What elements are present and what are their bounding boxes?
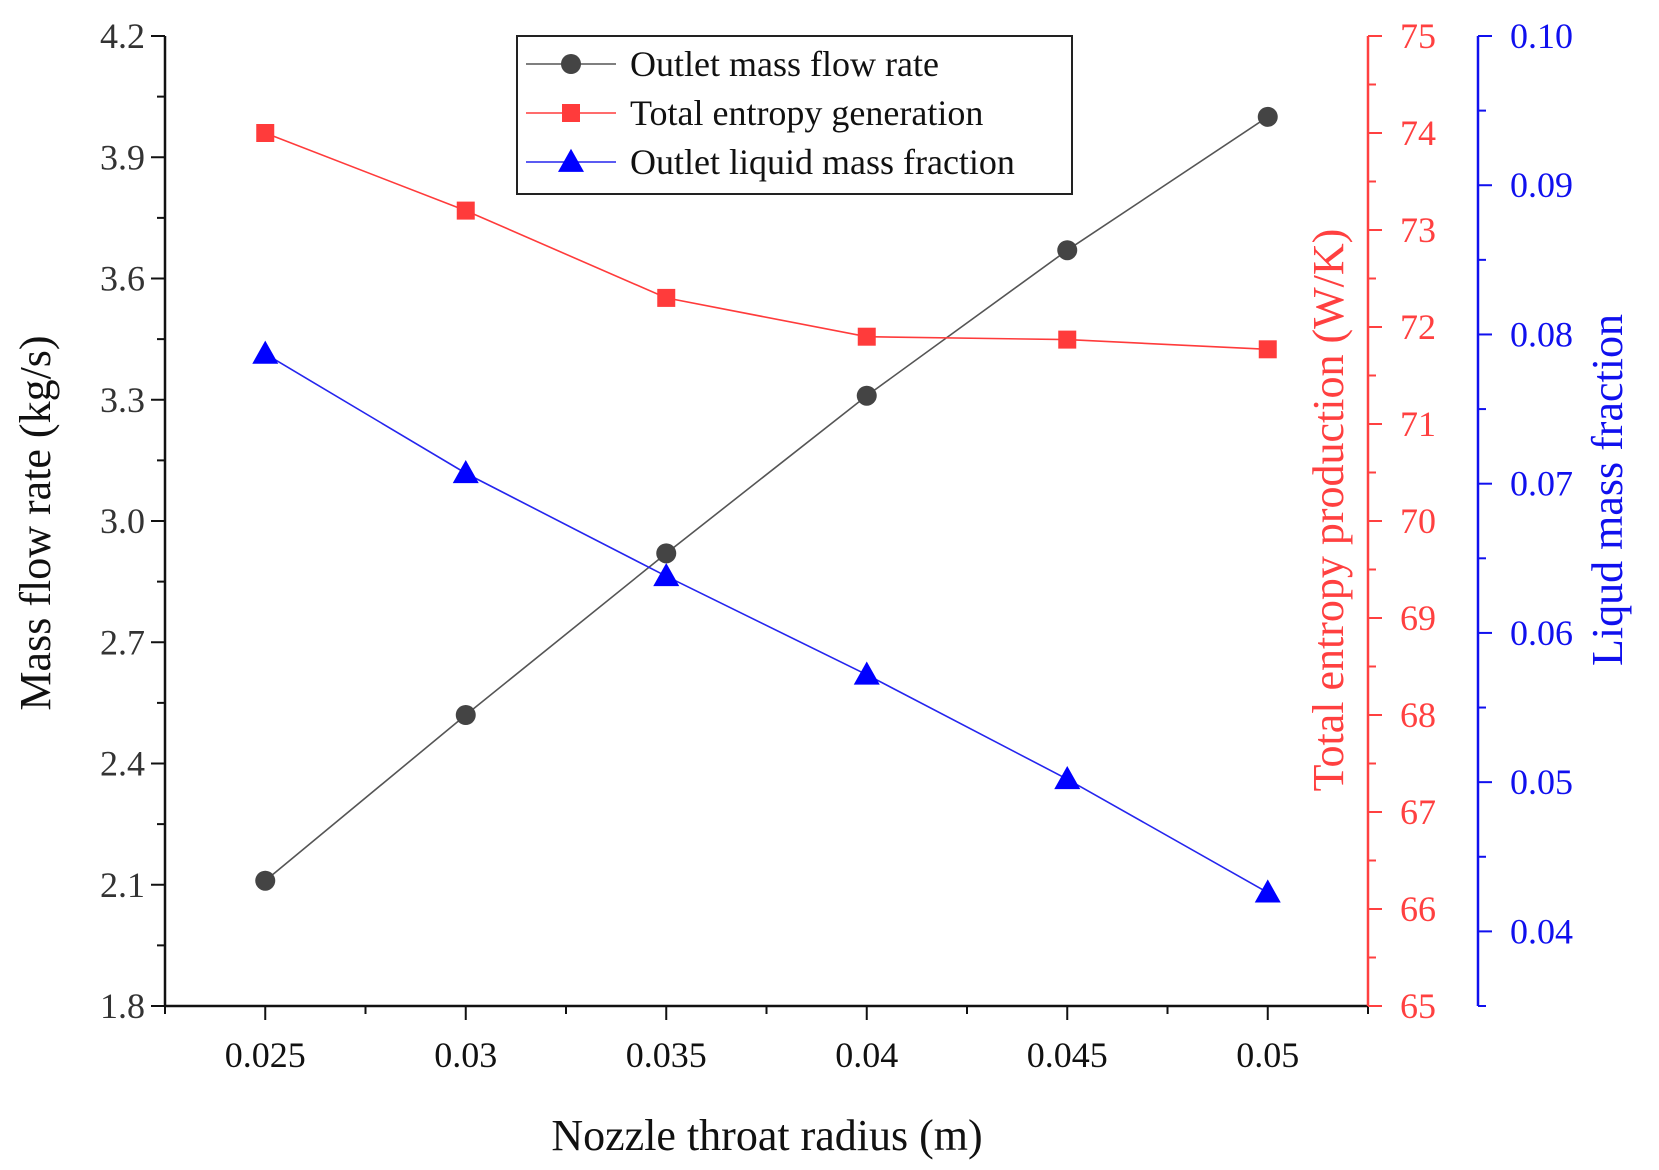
data-point-entropy	[657, 288, 676, 307]
y-left-tick-label: 3.3	[100, 380, 145, 420]
y-left-tick-label: 4.2	[100, 16, 145, 56]
y-liquid-tick-label: 0.05	[1510, 762, 1573, 802]
data-point-mass-flow	[656, 543, 677, 564]
data-point-entropy	[456, 201, 475, 220]
y-entropy-tick-label: 72	[1400, 307, 1436, 347]
y-left-tick-label: 3.6	[100, 259, 145, 299]
series-line-mass-flow	[264, 116, 1269, 882]
legend-item-liquid-fraction: Outlet liquid mass fraction	[526, 142, 1015, 182]
data-point-mass-flow	[1057, 240, 1078, 261]
legend-label-entropy: Total entropy generation	[630, 93, 983, 133]
data-point-mass-flow	[856, 385, 877, 406]
y-liquid-tick-label: 0.04	[1510, 911, 1573, 951]
x-axis-title: Nozzle throat radius (m)	[551, 1111, 982, 1160]
y-left-tick-label: 2.1	[100, 865, 145, 905]
y-entropy-tick-label: 70	[1400, 501, 1436, 541]
data-point-liquid-fraction	[1254, 879, 1281, 903]
legend-marker-mass-flow	[561, 54, 581, 74]
legend-marker-liquid-fraction	[558, 148, 584, 172]
legend-marker-entropy	[562, 104, 580, 122]
y-axis-title-left: Mass flow rate (kg/s)	[11, 335, 60, 710]
data-point-entropy	[857, 327, 876, 346]
y-axis-title-right-liquid: Liqud mass fraction	[1583, 314, 1632, 666]
y-left-tick-label: 2.7	[100, 622, 145, 662]
legend: Outlet mass flow rate Total entropy gener…	[516, 35, 1073, 195]
data-point-entropy	[1058, 330, 1077, 349]
y-entropy-tick-label: 65	[1400, 986, 1436, 1026]
y-entropy-tick-label: 75	[1400, 16, 1436, 56]
series-entropy	[256, 124, 1277, 359]
x-tick-label: 0.035	[626, 1035, 707, 1075]
series-liquid-fraction	[252, 340, 1281, 903]
legend-box	[516, 35, 1073, 195]
x-tick-label: 0.03	[434, 1035, 497, 1075]
y-liquid-tick-label: 0.10	[1510, 16, 1573, 56]
data-point-liquid-fraction	[452, 460, 479, 484]
legend-item-entropy: Total entropy generation	[526, 93, 983, 133]
data-point-entropy	[256, 124, 275, 142]
data-point-liquid-fraction	[653, 563, 680, 587]
data-point-liquid-fraction	[853, 661, 880, 685]
y-entropy-tick-label: 69	[1400, 598, 1436, 638]
legend-item-mass-flow: Outlet mass flow rate	[526, 44, 939, 84]
y-left-tick-label: 2.4	[100, 744, 145, 784]
data-point-liquid-fraction	[252, 340, 279, 364]
y-left-tick-label: 3.0	[100, 501, 145, 541]
y-entropy-tick-label: 74	[1400, 113, 1436, 153]
y-entropy-tick-label: 68	[1400, 695, 1436, 735]
x-tick-label: 0.045	[1027, 1035, 1108, 1075]
legend-label-mass-flow: Outlet mass flow rate	[630, 44, 939, 84]
y-left-tick-label: 3.9	[100, 137, 145, 177]
data-point-mass-flow	[1257, 106, 1278, 127]
y-liquid-tick-label: 0.07	[1510, 464, 1573, 504]
series-mass-flow	[255, 106, 1278, 891]
y-liquid-tick-label: 0.09	[1510, 165, 1573, 205]
data-point-mass-flow	[255, 870, 276, 891]
x-tick-label: 0.05	[1236, 1035, 1299, 1075]
x-tick-label: 0.025	[225, 1035, 306, 1075]
legend-label-liquid-fraction: Outlet liquid mass fraction	[630, 142, 1015, 182]
y-liquid-tick-label: 0.06	[1510, 613, 1573, 653]
y-entropy-tick-label: 73	[1400, 210, 1436, 250]
y-liquid-tick-label: 0.08	[1510, 314, 1573, 354]
plot-area	[252, 106, 1281, 903]
y-entropy-tick-label: 66	[1400, 889, 1436, 929]
y-entropy-tick-label: 67	[1400, 792, 1436, 832]
data-point-entropy	[1258, 340, 1277, 359]
data-point-mass-flow	[455, 705, 476, 725]
y-axis-title-right-entropy: Total entropy production (W/K)	[1304, 229, 1353, 792]
axes: 1.8 2.1 2.4 2.7 3.0 3.3 3.6 3.9 4.2 0.025 0.03 0.03…	[100, 16, 1573, 1075]
y-entropy-tick-label: 71	[1400, 404, 1436, 444]
series-line-entropy	[264, 132, 1268, 351]
y-left-tick-label: 1.8	[100, 986, 145, 1026]
data-point-liquid-fraction	[1054, 765, 1081, 790]
x-tick-label: 0.04	[835, 1035, 898, 1075]
series-line-liquid-fraction	[264, 353, 1269, 894]
